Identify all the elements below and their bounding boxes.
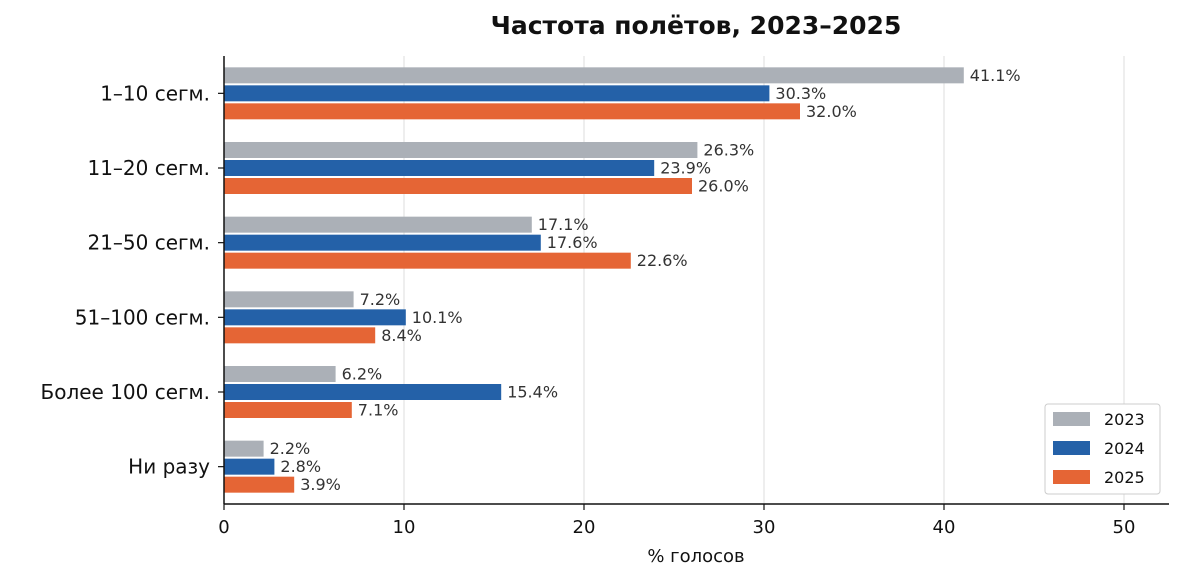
data-label: 10.1%	[412, 308, 463, 327]
bar-2023	[224, 216, 532, 233]
data-label: 8.4%	[381, 326, 422, 345]
data-label: 41.1%	[970, 66, 1021, 85]
bar-2025	[224, 252, 631, 269]
legend-swatch-2024	[1053, 441, 1090, 455]
legend-label: 2025	[1104, 468, 1145, 487]
bar-2025	[224, 402, 352, 418]
bar-2025	[224, 476, 295, 493]
bar-2024	[224, 384, 502, 400]
data-label: 6.2%	[342, 365, 383, 384]
grid-lines	[223, 56, 1125, 504]
data-label: 32.0%	[806, 102, 857, 121]
bar-2025	[224, 327, 376, 344]
bar-2024	[224, 234, 541, 251]
bar-2024	[224, 85, 770, 102]
bar-2024	[224, 458, 275, 475]
bar-2023	[224, 67, 964, 84]
x-tick-label: 10	[393, 517, 416, 538]
data-label: 26.3%	[703, 141, 754, 160]
category-label: 51–100 сегм.	[75, 305, 210, 329]
chart-title: Частота полётов, 2023–2025	[491, 11, 902, 40]
data-label: 17.1%	[538, 215, 589, 234]
legend-label: 2024	[1104, 439, 1145, 458]
data-label: 22.6%	[637, 251, 688, 270]
data-label: 7.2%	[360, 290, 401, 309]
legend-label: 2023	[1104, 410, 1145, 429]
data-label: 30.3%	[775, 84, 826, 103]
legend-swatch-2023	[1053, 412, 1090, 426]
data-label: 23.9%	[660, 159, 711, 178]
x-axis-ticks: 0 10 20 30 40 50	[218, 504, 1135, 538]
x-tick-label: 0	[218, 517, 229, 538]
data-label: 3.9%	[300, 475, 341, 494]
category-label: Более 100 сегм.	[41, 380, 211, 404]
data-label: 2.2%	[270, 439, 311, 458]
bar-2023	[224, 291, 354, 308]
category-label: 1–10 сегм.	[100, 81, 210, 105]
data-labels: 41.1% 30.3%32.0% 26.3%23.9%26.0% 17.1%17.6%…	[270, 66, 1021, 494]
legend: 2023 2024 2025	[1044, 403, 1161, 495]
bar-2023	[224, 142, 698, 158]
category-label: 11–20 сегм.	[87, 156, 210, 180]
bar-2024	[224, 309, 406, 326]
data-label: 17.6%	[547, 233, 598, 252]
category-label: Ни разу	[128, 455, 210, 479]
category-label: 21–50 сегм.	[87, 231, 210, 255]
bar-2023	[224, 366, 336, 382]
legend-swatch-2025	[1053, 470, 1090, 484]
x-axis-title: % голосов	[647, 546, 744, 567]
x-tick-label: 40	[933, 517, 956, 538]
x-tick-label: 50	[1113, 517, 1136, 538]
data-label: 26.0%	[698, 177, 749, 196]
bars	[224, 67, 964, 493]
bar-2024	[224, 160, 655, 176]
y-axis-categories: 1–10 сегм. 11–20 сегм. 21–50 сегм. 51–100 с…	[41, 81, 224, 479]
bar-2023	[224, 440, 264, 457]
bar-2025	[224, 178, 692, 194]
data-label: 15.4%	[507, 383, 558, 402]
data-label: 2.8%	[280, 457, 321, 476]
data-label: 7.1%	[358, 401, 399, 420]
x-tick-label: 20	[573, 517, 596, 538]
x-tick-label: 30	[753, 517, 776, 538]
bar-2025	[224, 103, 800, 120]
